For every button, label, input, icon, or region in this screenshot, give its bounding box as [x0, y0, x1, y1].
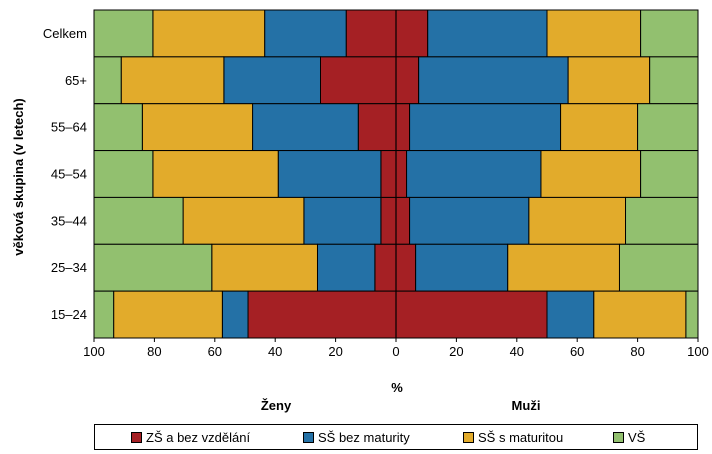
x-axis-label: %	[391, 380, 403, 395]
bar-women-45-54-s-s-maturitou	[152, 150, 279, 198]
bars-group	[93, 9, 699, 339]
x-tick-label: 80	[630, 344, 644, 359]
x-tick-label: 40	[268, 344, 282, 359]
bar-women-35-44-v	[93, 196, 184, 245]
bar-men-65-z-a-bez-vzd-l-n	[395, 56, 420, 105]
bar-women-celkem-z-a-bez-vzd-l-n	[345, 9, 397, 58]
bar-women-15-24-z-a-bez-vzd-l-n	[247, 290, 397, 339]
bar-men-45-54-s-bez-maturity	[406, 150, 542, 198]
men-label: Muži	[512, 398, 541, 413]
bar-men-celkem-s-bez-maturity	[427, 9, 548, 58]
x-tick-label: 60	[570, 344, 584, 359]
bar-women-35-44-z-a-bez-vzd-l-n	[380, 196, 397, 245]
bar-men-55-64-z-a-bez-vzd-l-n	[395, 103, 411, 152]
bar-men-35-44-s-s-maturitou	[528, 196, 627, 245]
bar-women-15-24-v	[93, 290, 115, 339]
y-tick-label: 65+	[65, 73, 87, 88]
legend-item-vs: VŠ	[613, 430, 645, 445]
bar-women-45-54-v	[93, 150, 154, 198]
bar-women-35-44-s-bez-maturity	[303, 196, 382, 245]
bar-men-15-24-z-a-bez-vzd-l-n	[395, 290, 548, 339]
bar-women-65-s-bez-maturity	[223, 56, 321, 105]
bar-men-45-54-v	[640, 150, 699, 198]
y-tick-label: 55–64	[51, 120, 87, 135]
bar-men-25-34-z-a-bez-vzd-l-n	[395, 243, 417, 292]
bar-men-35-44-v	[625, 196, 699, 245]
bar-men-15-24-v	[685, 290, 699, 339]
bar-women-celkem-s-bez-maturity	[264, 9, 347, 58]
bar-women-55-64-v	[93, 103, 143, 152]
x-tick-label: 100	[83, 344, 105, 359]
x-tick-label: 0	[392, 344, 399, 359]
y-tick-label: 15–24	[51, 307, 87, 322]
bar-women-35-44-s-s-maturitou	[182, 196, 305, 245]
y-tick-label: 35–44	[51, 213, 87, 228]
bar-men-15-24-s-s-maturitou	[593, 290, 687, 339]
legend-swatch-ss-bez	[303, 432, 314, 443]
legend-label-zs: ZŠ a bez vzdělání	[146, 430, 251, 445]
bar-women-65-s-s-maturitou	[120, 56, 225, 105]
y-axis-label: věková skupina (v letech)	[11, 98, 26, 256]
bar-men-25-34-v	[618, 243, 699, 292]
bar-women-25-34-v	[93, 243, 213, 292]
bar-women-25-34-s-s-maturitou	[211, 243, 318, 292]
bar-women-15-24-s-bez-maturity	[221, 290, 249, 339]
bar-men-35-44-s-bez-maturity	[409, 196, 530, 245]
bar-men-25-34-s-s-maturitou	[507, 243, 620, 292]
bar-men-55-64-v	[637, 103, 699, 152]
bar-women-55-64-z-a-bez-vzd-l-n	[357, 103, 397, 152]
y-tick-label: 45–54	[51, 167, 87, 182]
bar-men-45-54-s-s-maturitou	[540, 150, 642, 198]
bar-women-45-54-z-a-bez-vzd-l-n	[380, 150, 397, 198]
y-tick-label: Celkem	[43, 26, 87, 41]
bar-women-celkem-v	[93, 9, 154, 58]
legend: ZŠ a bez vzdělání SŠ bez maturity SŠ s m…	[94, 424, 698, 450]
legend-label-ss-s: SŠ s maturitou	[478, 430, 564, 445]
axes-group: Celkem 65+ 55–64 45–54 35–44 25–34 15–24 100 80 6…	[43, 10, 709, 359]
bar-men-65-s-s-maturitou	[567, 56, 651, 105]
legend-swatch-ss-s	[463, 432, 474, 443]
bar-women-55-64-s-s-maturitou	[141, 103, 254, 152]
bar-women-celkem-s-s-maturitou	[152, 9, 266, 58]
legend-item-ss-s: SŠ s maturitou	[463, 430, 563, 445]
bar-women-65-v	[93, 56, 122, 105]
bar-women-45-54-s-bez-maturity	[277, 150, 382, 198]
bar-women-25-34-z-a-bez-vzd-l-n	[374, 243, 397, 292]
bar-women-55-64-s-bez-maturity	[252, 103, 359, 152]
bar-men-65-v	[649, 56, 699, 105]
x-tick-label: 100	[687, 344, 709, 359]
bar-men-55-64-s-s-maturitou	[560, 103, 639, 152]
bar-men-35-44-z-a-bez-vzd-l-n	[395, 196, 411, 245]
x-tick-label: 20	[449, 344, 463, 359]
bar-men-45-54-z-a-bez-vzd-l-n	[395, 150, 408, 198]
women-label: Ženy	[261, 398, 292, 413]
bar-men-celkem-s-s-maturitou	[546, 9, 642, 58]
legend-label-ss-bez: SŠ bez maturity	[318, 430, 410, 445]
legend-swatch-zs	[131, 432, 142, 443]
legend-item-ss-bez: SŠ bez maturity	[303, 430, 410, 445]
bar-men-15-24-s-bez-maturity	[546, 290, 595, 339]
y-tick-label: 25–34	[51, 260, 87, 275]
legend-label-vs: VŠ	[628, 430, 646, 445]
bar-women-15-24-s-s-maturitou	[113, 290, 223, 339]
bar-men-55-64-s-bez-maturity	[409, 103, 562, 152]
bar-men-25-34-s-bez-maturity	[415, 243, 509, 292]
bar-men-celkem-v	[640, 9, 699, 58]
x-tick-label: 40	[510, 344, 524, 359]
legend-item-zs: ZŠ a bez vzdělání	[131, 430, 250, 445]
bar-women-65-z-a-bez-vzd-l-n	[320, 56, 397, 105]
bar-men-celkem-z-a-bez-vzd-l-n	[395, 9, 429, 58]
x-tick-label: 60	[208, 344, 222, 359]
bar-women-25-34-s-bez-maturity	[316, 243, 376, 292]
x-tick-label: 80	[147, 344, 161, 359]
legend-swatch-vs	[613, 432, 624, 443]
bar-men-65-s-bez-maturity	[418, 56, 569, 105]
x-tick-label: 20	[328, 344, 342, 359]
